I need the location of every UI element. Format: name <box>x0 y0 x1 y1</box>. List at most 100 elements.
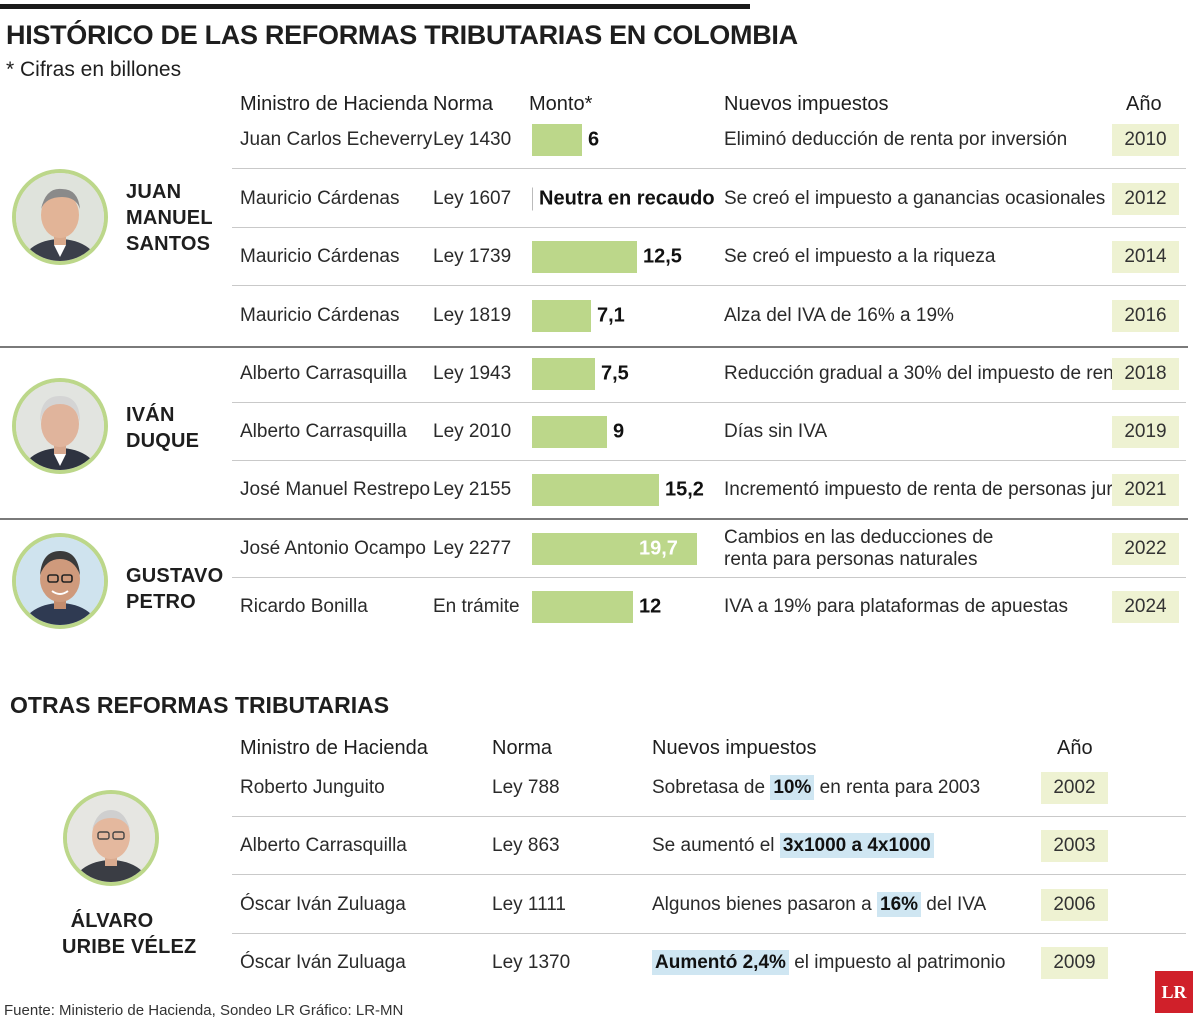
monto-value-label: 7,1 <box>597 304 625 327</box>
avatar-uribe <box>63 790 159 886</box>
table-row: Ricardo Bonilla En trámite 12 IVA a 19% par… <box>0 578 1200 636</box>
year-badge: 2002 <box>1041 772 1108 804</box>
impuesto-cell: Sobretasa de 10% en renta para 2003 <box>652 775 981 800</box>
ministro-cell: Mauricio Cárdenas <box>240 188 400 209</box>
norma-cell: Ley 1943 <box>433 363 512 384</box>
table-row: Óscar Iván Zuluaga Ley 1370 Aumentó 2,4% e… <box>0 934 1200 992</box>
row-divider <box>232 168 1186 169</box>
ministro-cell: Mauricio Cárdenas <box>240 246 400 267</box>
norma-cell: En trámite <box>433 596 520 617</box>
person-uribe-icon <box>67 794 155 882</box>
row-divider <box>232 816 1186 817</box>
ministro-cell: Ricardo Bonilla <box>240 596 368 617</box>
impuesto-cell: Se creó el impuesto a ganancias ocasiona… <box>724 188 1106 209</box>
president-santos: JUAN MANUEL SANTOS <box>126 181 213 255</box>
header-monto: Monto* <box>529 93 593 115</box>
table-row: Mauricio Cárdenas Ley 1607 Neutra en recau… <box>0 170 1200 228</box>
president-petro: GUSTAVO PETRO <box>126 565 224 613</box>
ministro-cell: Alberto Carrasquilla <box>240 835 407 856</box>
year-badge: 2018 <box>1112 358 1179 390</box>
monto-neutral-label: Neutra en recaudo <box>532 187 715 211</box>
group-separator <box>0 346 1188 348</box>
ministro-cell: Alberto Carrasquilla <box>240 421 407 442</box>
impuesto-cell: Algunos bienes pasaron a 16% del IVA <box>652 892 987 917</box>
monto-bar <box>532 591 633 623</box>
row-divider <box>232 577 1186 578</box>
table-row: Alberto Carrasquilla Ley 2010 9 Días sin IV… <box>0 403 1200 461</box>
person-petro-icon <box>16 537 104 625</box>
table-row: Óscar Iván Zuluaga Ley 1111 Algunos bienes… <box>0 876 1200 934</box>
ministro-cell: Juan Carlos Echeverry <box>240 129 433 150</box>
monto-bar <box>532 241 637 273</box>
lr-logo: LR <box>1155 971 1193 1013</box>
row-divider <box>232 460 1186 461</box>
impuesto-highlight: 10% <box>770 775 815 800</box>
year-badge: 2024 <box>1112 591 1179 623</box>
ministro-cell: José Manuel Restrepo <box>240 479 431 500</box>
impuesto-post: en renta para 2003 <box>814 777 981 798</box>
ministro-cell: Alberto Carrasquilla <box>240 363 407 384</box>
table-row: José Antonio Ocampo Ley 2277 19,7 Cambios e… <box>0 520 1200 578</box>
table-row: Juan Carlos Echeverry Ley 1430 6 Eliminó de… <box>0 111 1200 169</box>
header-impuestos-otras: Nuevos impuestos <box>652 737 817 759</box>
header-norma: Norma <box>433 93 494 115</box>
impuesto-pre: Se aumentó el <box>652 835 780 856</box>
impuesto-highlight: 16% <box>877 892 922 917</box>
row-divider <box>232 933 1186 934</box>
ministro-cell: Mauricio Cárdenas <box>240 305 400 326</box>
impuesto-cell: Incrementó impuesto de renta de personas… <box>724 479 1163 500</box>
table-row: Alberto Carrasquilla Ley 863 Se aumentó el… <box>0 817 1200 875</box>
table-row: Roberto Junguito Ley 788 Sobretasa de 10% … <box>0 759 1200 817</box>
year-badge: 2022 <box>1112 533 1179 565</box>
monto-bar <box>532 124 582 156</box>
ministro-cell: Óscar Iván Zuluaga <box>240 894 406 915</box>
impuesto-cell: Aumentó 2,4% el impuesto al patrimonio <box>652 950 1005 975</box>
section-title-otras: OTRAS REFORMAS TRIBUTARIAS <box>10 692 390 718</box>
page-title: HISTÓRICO DE LAS REFORMAS TRIBUTARIAS EN… <box>6 20 798 50</box>
year-badge: 2010 <box>1112 124 1179 156</box>
subtitle: * Cifras en billones <box>6 58 182 81</box>
norma-cell: Ley 1607 <box>433 188 512 209</box>
avatar-santos <box>12 169 108 265</box>
table-row: Mauricio Cárdenas Ley 1739 12,5 Se creó el … <box>0 228 1200 286</box>
row-divider <box>232 227 1186 228</box>
ministro-cell: José Antonio Ocampo <box>240 538 426 559</box>
monto-value-label: 15,2 <box>665 478 704 501</box>
year-badge: 2016 <box>1112 300 1179 332</box>
table-row: José Manuel Restrepo Ley 2155 15,2 Incremen… <box>0 461 1200 519</box>
monto-value-label: 12,5 <box>643 245 682 268</box>
impuesto-cell: IVA a 19% para plataformas de apuestas <box>724 596 1068 617</box>
row-divider <box>232 874 1186 875</box>
table-row: Mauricio Cárdenas Ley 1819 7,1 Alza del IVA… <box>0 287 1200 345</box>
impuesto-pre: Algunos bienes pasaron a <box>652 894 877 915</box>
header-impuestos: Nuevos impuestos <box>724 93 889 115</box>
president-duque: IVÁN DUQUE <box>126 404 200 452</box>
table-row: Alberto Carrasquilla Ley 1943 7,5 Reducción… <box>0 345 1200 403</box>
norma-cell: Ley 788 <box>492 777 560 798</box>
impuesto-post: del IVA <box>921 894 987 915</box>
impuesto-cell: Se aumentó el 3x1000 a 4x1000 <box>652 833 934 858</box>
norma-cell: Ley 1111 <box>492 894 566 915</box>
year-badge: 2014 <box>1112 241 1179 273</box>
monto-value-label: 7,5 <box>601 362 629 385</box>
norma-cell: Ley 1739 <box>433 246 512 267</box>
norma-cell: Ley 1819 <box>433 305 512 326</box>
monto-bar <box>532 533 697 565</box>
impuesto-cell: Eliminó deducción de renta por inversión <box>724 129 1068 150</box>
top-rule <box>0 4 750 9</box>
avatar-petro <box>12 533 108 629</box>
avatar-duque <box>12 378 108 474</box>
norma-cell: Ley 1370 <box>492 952 571 973</box>
impuesto-highlight: Aumentó 2,4% <box>652 950 789 975</box>
norma-cell: Ley 2155 <box>433 479 512 500</box>
norma-cell: Ley 1430 <box>433 129 512 150</box>
header-norma-otras: Norma <box>492 737 553 759</box>
year-badge: 2019 <box>1112 416 1179 448</box>
row-divider <box>232 285 1186 286</box>
norma-cell: Ley 2277 <box>433 538 512 559</box>
year-badge: 2021 <box>1112 474 1179 506</box>
monto-bar <box>532 300 591 332</box>
header-ministro: Ministro de Hacienda <box>240 93 428 115</box>
impuesto-cell: Días sin IVA <box>724 421 828 442</box>
monto-value-label: 9 <box>613 420 625 443</box>
